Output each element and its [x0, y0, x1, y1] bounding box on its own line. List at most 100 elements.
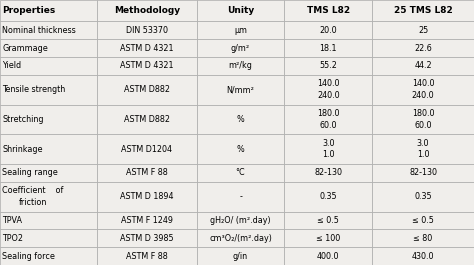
Bar: [372, 247, 474, 265]
Text: 18.1: 18.1: [319, 44, 337, 53]
Bar: [0, 39, 97, 57]
Bar: [97, 229, 197, 247]
Text: Tensile strength: Tensile strength: [2, 85, 65, 94]
Text: %: %: [237, 145, 245, 154]
Bar: [0, 164, 97, 182]
Text: ASTM F 88: ASTM F 88: [126, 251, 168, 260]
Text: ≤ 100: ≤ 100: [316, 234, 340, 243]
Text: Shrinkage: Shrinkage: [2, 145, 43, 154]
Bar: [372, 39, 474, 57]
Text: gH₂O/ (m².day): gH₂O/ (m².day): [210, 216, 271, 225]
Bar: [372, 182, 474, 211]
Bar: [197, 57, 284, 75]
Bar: [197, 105, 284, 134]
Bar: [97, 39, 197, 57]
Text: 82-130: 82-130: [409, 168, 437, 177]
Bar: [284, 105, 372, 134]
Text: Unity: Unity: [227, 6, 254, 15]
Text: ≤ 0.5: ≤ 0.5: [317, 216, 339, 225]
Bar: [0, 0, 97, 21]
Bar: [197, 134, 284, 164]
Bar: [197, 211, 284, 229]
Text: Yield: Yield: [2, 61, 21, 70]
Bar: [97, 105, 197, 134]
Text: ASTM D1204: ASTM D1204: [121, 145, 173, 154]
Bar: [97, 134, 197, 164]
Text: m²/kg: m²/kg: [228, 61, 253, 70]
Text: Nominal thickness: Nominal thickness: [2, 26, 76, 35]
Text: Stretching: Stretching: [2, 115, 44, 124]
Bar: [197, 21, 284, 39]
Text: 140.0
240.0: 140.0 240.0: [317, 80, 339, 100]
Bar: [0, 57, 97, 75]
Text: μm: μm: [234, 26, 247, 35]
Bar: [0, 229, 97, 247]
Bar: [372, 105, 474, 134]
Bar: [284, 134, 372, 164]
Bar: [197, 75, 284, 105]
Text: 3.0
1.0: 3.0 1.0: [417, 139, 429, 159]
Text: 25 TMS L82: 25 TMS L82: [394, 6, 452, 15]
Text: 55.2: 55.2: [319, 61, 337, 70]
Text: N/mm²: N/mm²: [227, 85, 255, 94]
Bar: [372, 57, 474, 75]
Bar: [0, 211, 97, 229]
Bar: [97, 247, 197, 265]
Bar: [97, 164, 197, 182]
Bar: [197, 229, 284, 247]
Text: 0.35: 0.35: [414, 192, 432, 201]
Text: cm³O₂/(m².day): cm³O₂/(m².day): [209, 234, 272, 243]
Text: 400.0: 400.0: [317, 251, 339, 260]
Text: ASTM F 88: ASTM F 88: [126, 168, 168, 177]
Text: %: %: [237, 115, 245, 124]
Bar: [284, 229, 372, 247]
Text: g/m²: g/m²: [231, 44, 250, 53]
Text: 22.6: 22.6: [414, 44, 432, 53]
Bar: [97, 75, 197, 105]
Bar: [284, 0, 372, 21]
Bar: [0, 182, 97, 211]
Bar: [97, 0, 197, 21]
Text: 25: 25: [418, 26, 428, 35]
Bar: [372, 211, 474, 229]
Bar: [284, 182, 372, 211]
Text: 430.0: 430.0: [412, 251, 434, 260]
Bar: [284, 21, 372, 39]
Bar: [197, 182, 284, 211]
Bar: [97, 21, 197, 39]
Text: °C: °C: [236, 168, 246, 177]
Bar: [97, 211, 197, 229]
Text: ≤ 80: ≤ 80: [413, 234, 433, 243]
Text: ASTM D 1894: ASTM D 1894: [120, 192, 173, 201]
Text: ASTM D 4321: ASTM D 4321: [120, 61, 173, 70]
Bar: [372, 75, 474, 105]
Bar: [372, 229, 474, 247]
Bar: [284, 39, 372, 57]
Bar: [0, 75, 97, 105]
Bar: [197, 0, 284, 21]
Text: TPO2: TPO2: [2, 234, 23, 243]
Text: 20.0: 20.0: [319, 26, 337, 35]
Bar: [0, 134, 97, 164]
Bar: [197, 39, 284, 57]
Bar: [0, 21, 97, 39]
Text: Coefficient    of
friction: Coefficient of friction: [2, 187, 64, 207]
Bar: [372, 21, 474, 39]
Text: g/in: g/in: [233, 251, 248, 260]
Text: ASTM D 4321: ASTM D 4321: [120, 44, 173, 53]
Text: ASTM D882: ASTM D882: [124, 85, 170, 94]
Text: 180.0
60.0: 180.0 60.0: [317, 109, 339, 130]
Bar: [197, 164, 284, 182]
Bar: [372, 0, 474, 21]
Text: 82-130: 82-130: [314, 168, 342, 177]
Text: 3.0
1.0: 3.0 1.0: [322, 139, 335, 159]
Text: Methodology: Methodology: [114, 6, 180, 15]
Bar: [284, 247, 372, 265]
Bar: [284, 75, 372, 105]
Text: ASTM F 1249: ASTM F 1249: [121, 216, 173, 225]
Text: TMS L82: TMS L82: [307, 6, 350, 15]
Bar: [97, 182, 197, 211]
Text: 140.0
240.0: 140.0 240.0: [412, 80, 434, 100]
Bar: [0, 247, 97, 265]
Text: Properties: Properties: [2, 6, 55, 15]
